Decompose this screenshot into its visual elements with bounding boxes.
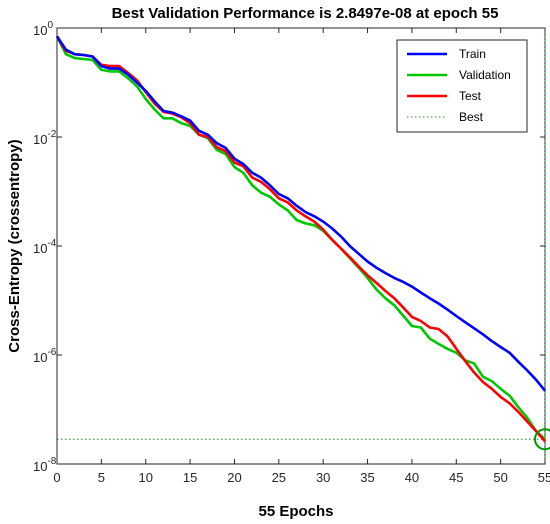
legend-label: Validation <box>459 68 511 82</box>
x-tick-label: 25 <box>272 470 286 485</box>
y-axis-label: Cross-Entropy (crossentropy) <box>6 139 23 352</box>
x-tick-label: 20 <box>227 470 241 485</box>
legend-box <box>396 39 528 133</box>
y-tick-label: 10-8 <box>33 456 57 474</box>
x-tick-label: 10 <box>138 470 152 485</box>
x-axis: 0 5 10 15 20 25 30 35 40 45 50 55 <box>53 28 550 485</box>
legend-label: Best <box>459 110 484 124</box>
x-tick-label: 5 <box>98 470 105 485</box>
x-tick-label: 35 <box>360 470 374 485</box>
x-axis-label: 55 Epochs <box>258 503 333 520</box>
y-tick-label: 100 <box>33 20 53 38</box>
y-axis: 100 10-2 10-4 10-6 10-8 <box>33 20 545 474</box>
x-tick-label: 55 <box>538 470 550 485</box>
x-tick-label: 45 <box>449 470 463 485</box>
x-tick-label: 50 <box>493 470 507 485</box>
x-tick-label: 40 <box>405 470 419 485</box>
chart-title: Best Validation Performance is 2.8497e-0… <box>112 5 499 22</box>
y-tick-label: 10-4 <box>33 238 57 256</box>
series-layer <box>55 28 550 464</box>
best-point-marker <box>534 428 550 451</box>
x-tick-label: 30 <box>316 470 330 485</box>
x-tick-label: 0 <box>53 470 60 485</box>
legend-label: Test <box>459 89 482 103</box>
series-line-train <box>55 35 547 392</box>
x-tick-label: 15 <box>183 470 197 485</box>
legend: Train Validation Test Best <box>396 39 528 133</box>
y-tick-label: 10-6 <box>33 347 57 365</box>
y-tick-label: 10-2 <box>33 129 57 147</box>
legend-label: Train <box>459 47 486 61</box>
